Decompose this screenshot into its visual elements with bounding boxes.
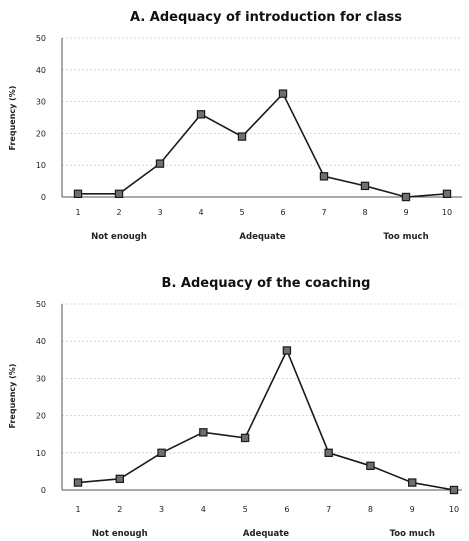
- chart-a: A. Adequacy of introduction for class 0 10…: [8, 10, 462, 242]
- series-line: [78, 92, 448, 198]
- x-tick-label: 2: [117, 505, 122, 514]
- data-point: [360, 181, 370, 191]
- data-point: [240, 433, 250, 443]
- chart-title: B. Adequacy of the coaching: [162, 276, 371, 291]
- data-point: [442, 189, 452, 199]
- category-label: Adequate: [243, 529, 289, 539]
- x-tick-label: 8: [368, 505, 373, 514]
- data-point: [196, 110, 206, 119]
- y-tick-label: 10: [36, 449, 46, 458]
- x-tick-label: 6: [280, 208, 285, 217]
- data-point: [155, 159, 165, 168]
- data-point: [408, 478, 417, 487]
- data-point: [73, 478, 83, 487]
- x-tick-label: 10: [442, 208, 452, 217]
- data-point: [366, 461, 375, 471]
- x-tick-label: 1: [75, 208, 80, 217]
- x-tick-label: 4: [198, 208, 203, 217]
- y-tick-label: 0: [41, 486, 46, 495]
- category-label: Too much: [390, 529, 435, 539]
- x-tick-label: 8: [362, 208, 367, 217]
- y-axis-label: Frequency (%): [8, 86, 17, 151]
- x-tick-label: 5: [239, 208, 244, 217]
- data-point: [324, 448, 333, 458]
- category-label: Too much: [383, 232, 428, 242]
- category-label: Not enough: [92, 529, 148, 539]
- x-tick-label: 6: [284, 505, 289, 514]
- x-tick-label: 4: [201, 505, 206, 514]
- chart-title: A. Adequacy of introduction for class: [130, 10, 402, 25]
- y-tick-label: 20: [36, 412, 46, 421]
- x-tick-label: 2: [116, 208, 121, 217]
- chart-b: B. Adequacy of the coaching 0 10 20 30 40 50 Fr…: [8, 276, 462, 539]
- series-line: [77, 348, 455, 491]
- data-point: [199, 428, 208, 437]
- data-point: [114, 189, 124, 199]
- x-tick-label: 10: [449, 505, 459, 514]
- data-point: [278, 89, 288, 98]
- category-label: Adequate: [239, 232, 285, 242]
- y-tick-label: 50: [36, 34, 46, 43]
- y-tick-label: 30: [36, 374, 46, 383]
- y-tick-label: 40: [36, 66, 46, 75]
- x-tick-label: 1: [75, 505, 80, 514]
- data-point: [401, 192, 411, 202]
- data-point: [237, 132, 247, 141]
- x-tick-label: 5: [243, 505, 248, 514]
- data-point: [157, 448, 166, 458]
- y-tick-label: 20: [36, 129, 46, 138]
- y-tick-label: 50: [36, 300, 46, 309]
- y-axis-label: Frequency (%): [8, 364, 17, 429]
- data-point: [115, 474, 124, 484]
- category-label: Not enough: [91, 232, 147, 242]
- data-point: [73, 189, 83, 199]
- x-tick-label: 9: [410, 505, 415, 514]
- x-tick-label: 7: [321, 208, 326, 217]
- x-tick-label: 3: [159, 505, 164, 514]
- y-tick-label: 10: [36, 161, 46, 170]
- data-point: [449, 485, 459, 495]
- data-point: [282, 346, 292, 355]
- x-tick-label: 9: [403, 208, 408, 217]
- x-tick-label: 3: [157, 208, 162, 217]
- y-tick-label: 40: [36, 337, 46, 346]
- x-tick-label: 7: [326, 505, 331, 514]
- data-point: [319, 172, 329, 181]
- y-tick-label: 0: [41, 193, 46, 202]
- y-tick-label: 30: [36, 98, 46, 107]
